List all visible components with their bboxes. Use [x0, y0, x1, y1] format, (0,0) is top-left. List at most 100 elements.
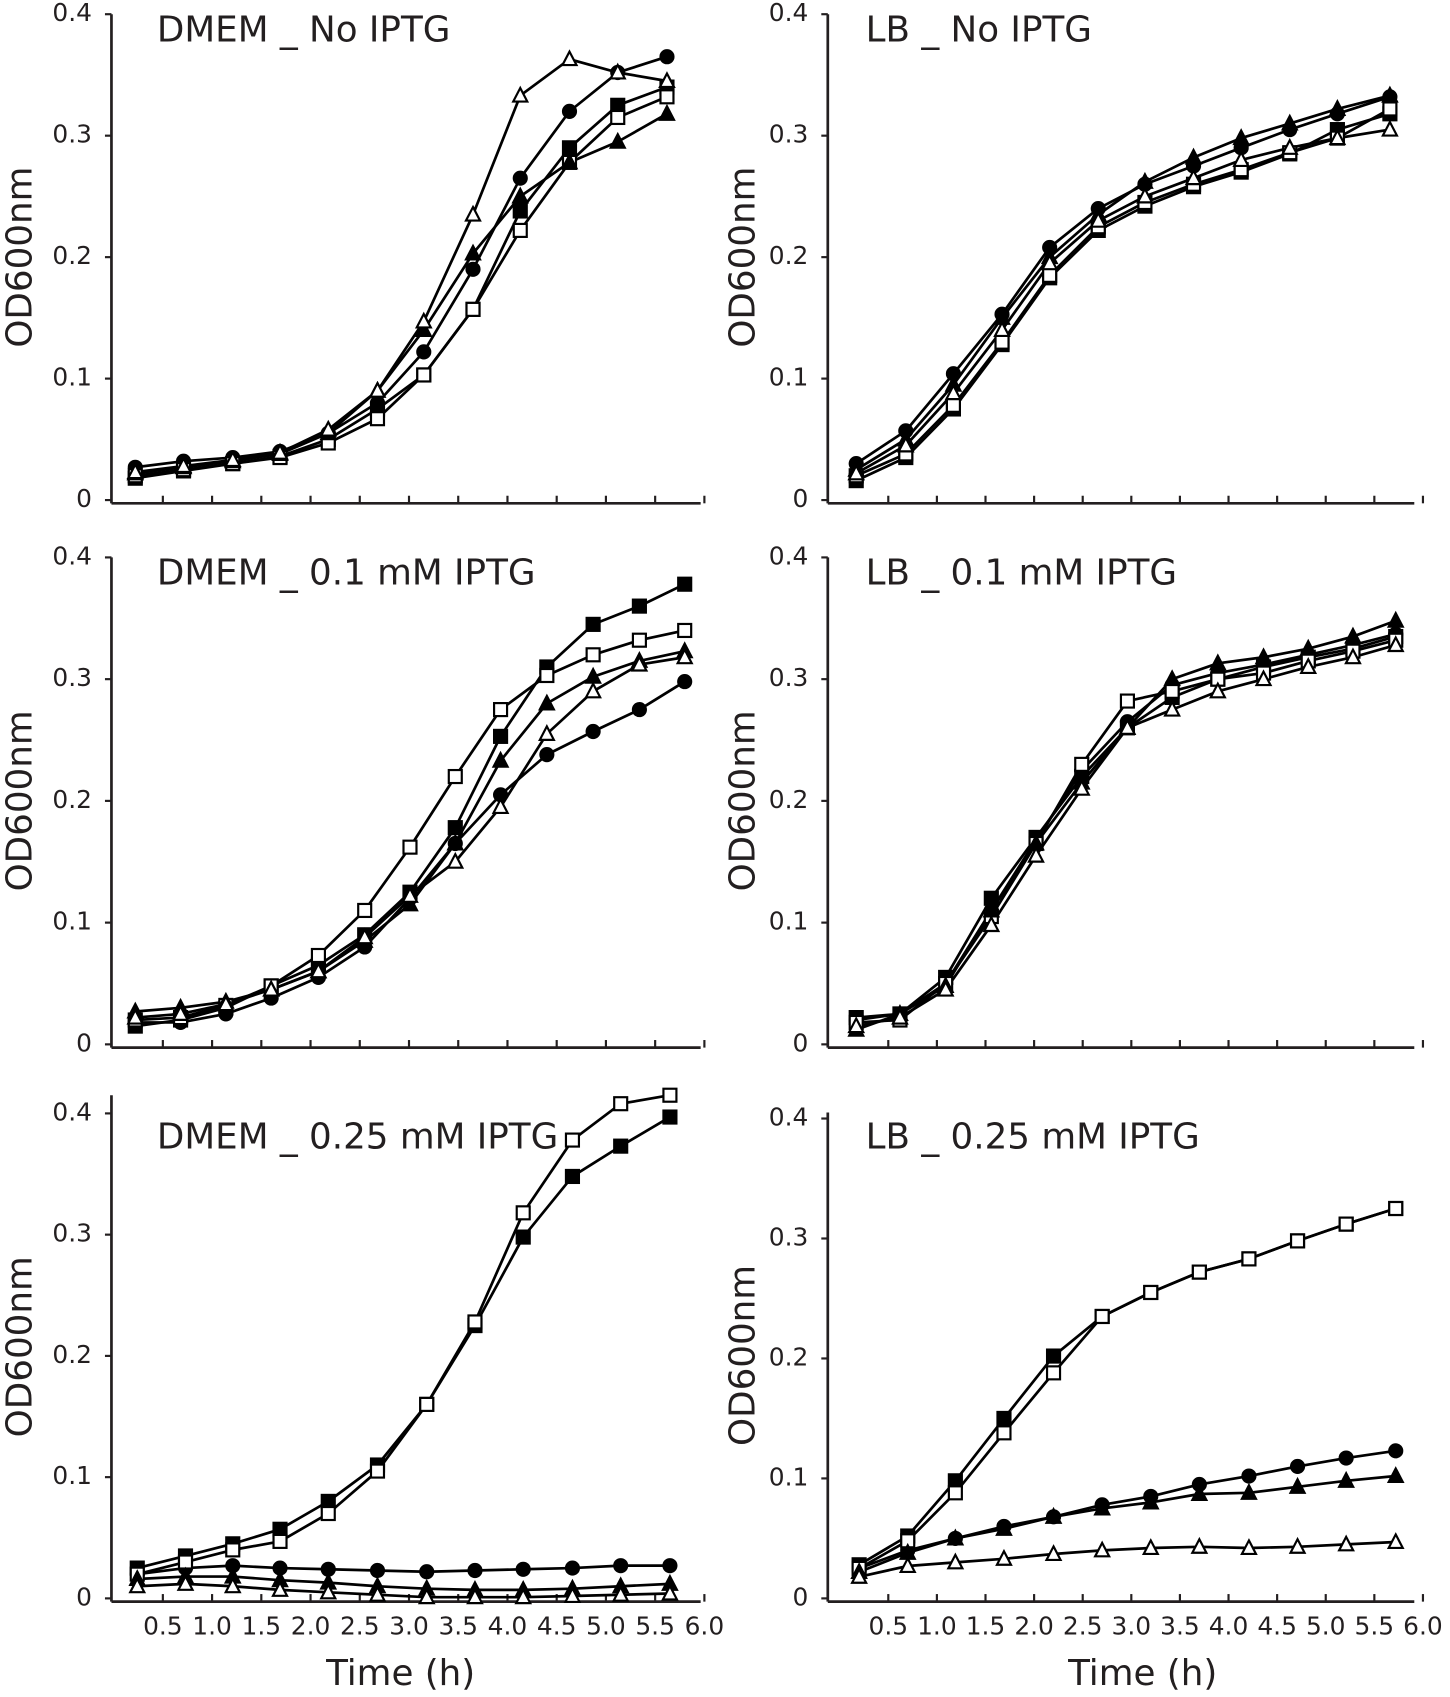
marker-triangle	[511, 85, 530, 103]
marker-triangle	[1209, 653, 1227, 671]
marker-triangle	[1381, 85, 1399, 103]
marker-triangle	[944, 383, 963, 401]
y-tick-label: 0	[792, 484, 808, 513]
marker-triangle	[563, 1586, 582, 1603]
marker-triangle	[1141, 1538, 1160, 1556]
marker-triangle	[217, 994, 235, 1012]
marker-square	[225, 1542, 241, 1558]
marker-triangle	[1386, 635, 1405, 653]
marker-triangle	[126, 1007, 145, 1025]
series-line	[855, 619, 1397, 1032]
marker-circle	[631, 702, 647, 718]
marker-triangle	[262, 979, 280, 997]
marker-triangle	[658, 103, 676, 121]
y-tick-label: 0.1	[52, 1461, 92, 1490]
marker-square	[662, 1109, 678, 1125]
marker-triangle	[464, 243, 482, 261]
marker-triangle	[1093, 1540, 1111, 1558]
x-tick-label: 5.0	[586, 1612, 626, 1641]
marker-circle	[613, 1558, 629, 1574]
x-tick-label: 5.0	[1306, 1612, 1346, 1641]
marker-triangle	[993, 320, 1011, 338]
marker-square	[659, 89, 675, 105]
marker-triangle	[850, 1566, 868, 1584]
y-tick-label: 0.3	[52, 1219, 92, 1248]
marker-triangle	[355, 927, 374, 945]
marker-square	[369, 1463, 386, 1479]
marker-square	[585, 616, 601, 632]
panel-title: LB _ 0.1 mM IPTG	[866, 553, 1177, 594]
marker-triangle	[1288, 1536, 1307, 1554]
marker-triangle	[1386, 1532, 1405, 1550]
marker-square	[177, 1554, 194, 1570]
marker-triangle	[446, 833, 465, 851]
marker-square	[467, 1314, 483, 1330]
marker-triangle	[1328, 128, 1347, 146]
y-tick-label: 0.4	[52, 1097, 92, 1126]
series-line	[137, 1564, 670, 1576]
series-line	[137, 1575, 670, 1592]
marker-circle	[419, 1564, 435, 1580]
marker-triangle	[936, 979, 955, 997]
marker-triangle	[368, 380, 387, 398]
marker-square	[492, 728, 509, 744]
marker-circle	[539, 747, 555, 763]
series-line	[136, 1115, 671, 1570]
x-tick-label: 2.0	[291, 1612, 331, 1641]
marker-square	[416, 367, 432, 383]
marker-square	[1382, 101, 1398, 117]
series-line	[135, 57, 668, 474]
x-axis-label: Time (h)	[325, 1653, 475, 1694]
panel-title: DMEM _ 0.25 mM IPTG	[157, 1117, 558, 1158]
series-line	[135, 649, 685, 1013]
marker-triangle	[1288, 1476, 1307, 1494]
marker-triangle	[319, 419, 338, 437]
marker-triangle	[1072, 778, 1091, 796]
x-tick-label: 2.5	[340, 1612, 380, 1641]
marker-square	[1094, 1308, 1110, 1325]
y-axis-label: OD600nm	[722, 167, 763, 348]
y-tick-label: 0.1	[769, 907, 809, 936]
marker-triangle	[128, 1576, 147, 1594]
marker-square	[465, 301, 481, 317]
series-line	[135, 55, 668, 469]
series-line	[858, 1540, 1396, 1579]
x-tick-label: 1.5	[966, 1612, 1006, 1641]
marker-triangle	[1280, 113, 1299, 131]
marker-square	[1042, 267, 1058, 283]
marker-triangle	[1118, 717, 1137, 735]
panel-title: LB _ 0.25 mM IPTG	[866, 1117, 1200, 1158]
panel-title: DMEM _ 0.1 mM IPTG	[157, 553, 536, 594]
marker-triangle	[511, 186, 530, 204]
marker-triangle	[1240, 1538, 1258, 1556]
marker-circle	[416, 344, 432, 360]
y-tick-label: 0.1	[52, 907, 92, 936]
marker-triangle	[1044, 1544, 1063, 1562]
series-line	[855, 112, 1391, 482]
series-line	[855, 94, 1391, 471]
marker-triangle	[401, 885, 419, 903]
marker-square	[613, 1138, 629, 1154]
y-tick-label: 0	[76, 1028, 92, 1057]
marker-circle	[561, 103, 578, 119]
marker-triangle	[630, 654, 649, 672]
panel-title: DMEM _ No IPTG	[157, 10, 451, 51]
marker-square	[1045, 1348, 1062, 1364]
marker-triangle	[271, 442, 289, 460]
marker-square	[610, 97, 626, 113]
y-axis-label: OD600nm	[0, 710, 41, 891]
marker-circle	[564, 1560, 581, 1576]
marker-triangle	[1136, 186, 1154, 204]
x-tick-label: 4.0	[488, 1612, 528, 1641]
marker-triangle	[946, 1528, 965, 1546]
series-line	[858, 1207, 1397, 1566]
series-line	[137, 1582, 670, 1599]
marker-triangle	[661, 1583, 679, 1601]
marker-square	[419, 1396, 435, 1412]
x-tick-label: 1.5	[242, 1612, 282, 1641]
marker-circle	[512, 170, 528, 186]
x-tick-label: 3.0	[1112, 1612, 1152, 1641]
y-tick-label: 0	[76, 484, 92, 513]
marker-square	[447, 768, 463, 785]
marker-square	[1074, 756, 1090, 772]
